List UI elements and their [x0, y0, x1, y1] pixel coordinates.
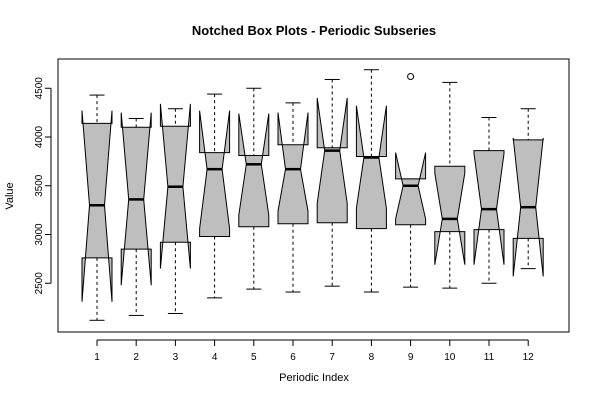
- x-tick-label: 8: [369, 352, 375, 363]
- x-axis: 1 2 3 4 5 6 7 8 9 10 11 12: [94, 339, 535, 363]
- box-9: [395, 73, 427, 288]
- box-body: [395, 152, 427, 226]
- box-2: [120, 112, 152, 316]
- x-tick-label: 7: [329, 352, 335, 363]
- y-tick-label: 2500: [34, 272, 45, 295]
- box-7: [316, 78, 348, 287]
- x-tick-label: 2: [133, 352, 139, 363]
- box-body: [355, 105, 387, 230]
- box-10: [434, 81, 466, 289]
- x-tick-label: 3: [173, 352, 179, 363]
- box-11: [473, 117, 505, 284]
- x-tick-label: 1: [94, 352, 100, 363]
- y-axis-label: Value: [4, 182, 16, 209]
- box-6: [277, 102, 309, 293]
- box-body: [434, 165, 466, 265]
- y-tick-label: 4500: [34, 77, 45, 100]
- outlier-point: [407, 73, 415, 81]
- x-tick-label: 12: [523, 352, 535, 363]
- box-group: [81, 69, 544, 321]
- x-tick-label: 10: [444, 352, 456, 363]
- box-body: [238, 113, 270, 228]
- x-tick-label: 5: [251, 352, 257, 363]
- box-3: [159, 103, 191, 314]
- box-body: [316, 97, 348, 224]
- y-tick-label: 3000: [34, 223, 45, 246]
- plot-frame: [57, 58, 570, 333]
- box-8: [355, 69, 387, 293]
- y-tick-label: 3500: [34, 174, 45, 197]
- box-12: [512, 108, 544, 277]
- x-tick-label: 6: [290, 352, 296, 363]
- y-axis: 2500 3000 3500 4000 4500: [34, 77, 52, 295]
- x-tick-label: 9: [408, 352, 414, 363]
- y-tick-label: 4000: [34, 125, 45, 148]
- box-4: [199, 93, 231, 299]
- box-1: [81, 94, 113, 321]
- x-tick-label: 11: [484, 352, 495, 363]
- chart-title: Notched Box Plots - Periodic Subseries: [192, 23, 436, 38]
- box-body: [199, 110, 231, 237]
- x-axis-label: Periodic Index: [279, 372, 349, 384]
- box-5: [238, 87, 270, 290]
- box-body: [473, 150, 505, 265]
- x-tick-label: 4: [212, 352, 218, 363]
